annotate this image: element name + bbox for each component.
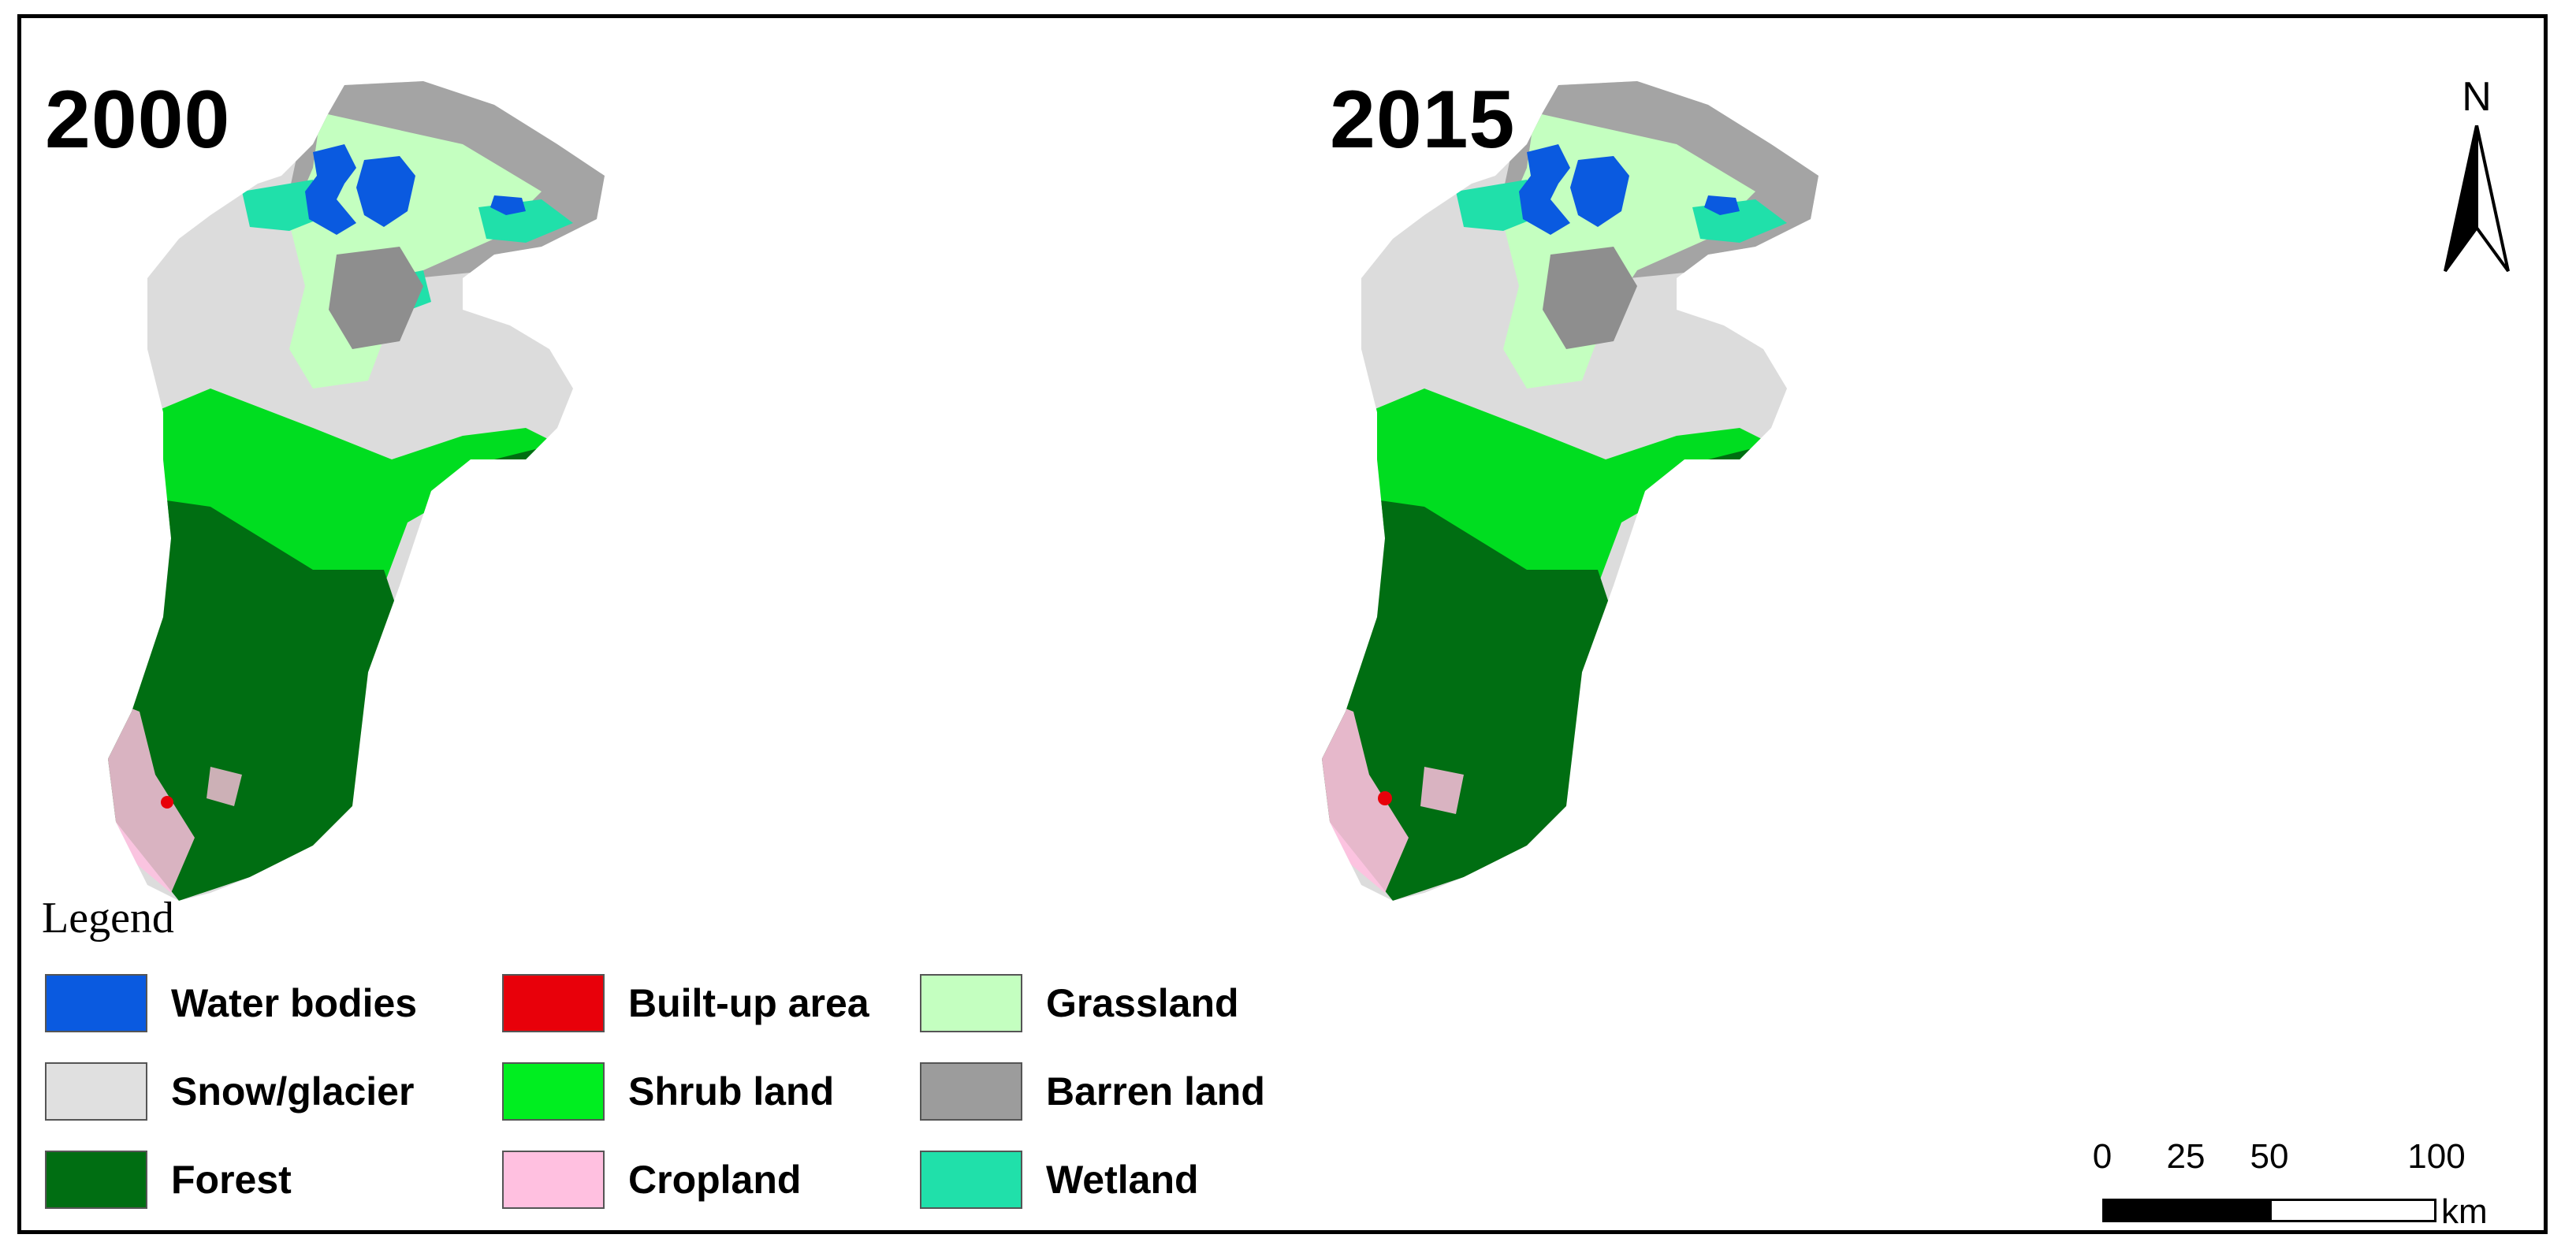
legend-label: Snow/glacier [171, 1069, 415, 1114]
scale-bar: 0 25 50 100 km [2086, 1137, 2528, 1240]
land-cover-map-2015 [1322, 81, 1818, 901]
legend-label: Grassland [1046, 981, 1239, 1025]
scale-tick-25: 25 [2166, 1137, 2206, 1176]
legend-label: Cropland [628, 1158, 802, 1202]
legend-swatch [920, 974, 1022, 1032]
legend-swatch [502, 1151, 605, 1209]
legend-swatch [45, 974, 147, 1032]
scale-segment-black [2102, 1199, 2269, 1222]
legend-item-snow-glacier: Snow/glacier [45, 1060, 414, 1123]
year-label-2015: 2015 [1330, 74, 1516, 165]
scale-segment-white [2269, 1199, 2436, 1222]
scale-tick-50: 50 [2250, 1137, 2289, 1176]
legend-label: Wetland [1046, 1158, 1199, 1202]
legend-item-barren-land: Barren land [920, 1060, 1265, 1123]
legend-item-forest: Forest [45, 1148, 292, 1211]
north-arrow: N [2441, 73, 2536, 278]
legend-label: Shrub land [628, 1069, 835, 1114]
legend-item-grassland: Grassland [920, 972, 1239, 1035]
legend-item-wetland: Wetland [920, 1148, 1199, 1211]
north-label: N [2462, 74, 2492, 120]
legend-item-cropland: Cropland [502, 1148, 801, 1211]
scale-tick-0: 0 [2092, 1137, 2113, 1176]
year-label-2000: 2000 [45, 74, 231, 165]
legend-item-water-bodies: Water bodies [45, 972, 417, 1035]
north-arrow-icon [2444, 125, 2510, 273]
land-cover-map-2000 [108, 81, 605, 901]
legend-label: Forest [171, 1158, 292, 1202]
legend-swatch [45, 1062, 147, 1121]
map-panel-2015: 2015 [1282, 18, 2544, 1106]
legend-swatch [920, 1151, 1022, 1209]
scale-unit: km [2441, 1192, 2488, 1231]
legend-item-built-up-area: Built-up area [502, 972, 869, 1035]
legend-label: Built-up area [628, 981, 869, 1025]
legend-label: Water bodies [171, 981, 418, 1025]
legend-label: Barren land [1046, 1069, 1265, 1114]
legend-item-shrub-land: Shrub land [502, 1060, 834, 1123]
map-panel-2000: 2000 [21, 18, 1251, 1106]
legend: Water bodies Built-up area Grassland Sno… [45, 972, 1385, 1224]
legend-swatch [45, 1151, 147, 1209]
legend-swatch [920, 1062, 1022, 1121]
legend-swatch [502, 1062, 605, 1121]
legend-swatch [502, 974, 605, 1032]
figure-frame: 2000 [17, 14, 2548, 1234]
legend-title: Legend [42, 894, 174, 943]
scale-tick-100: 100 [2407, 1137, 2466, 1176]
